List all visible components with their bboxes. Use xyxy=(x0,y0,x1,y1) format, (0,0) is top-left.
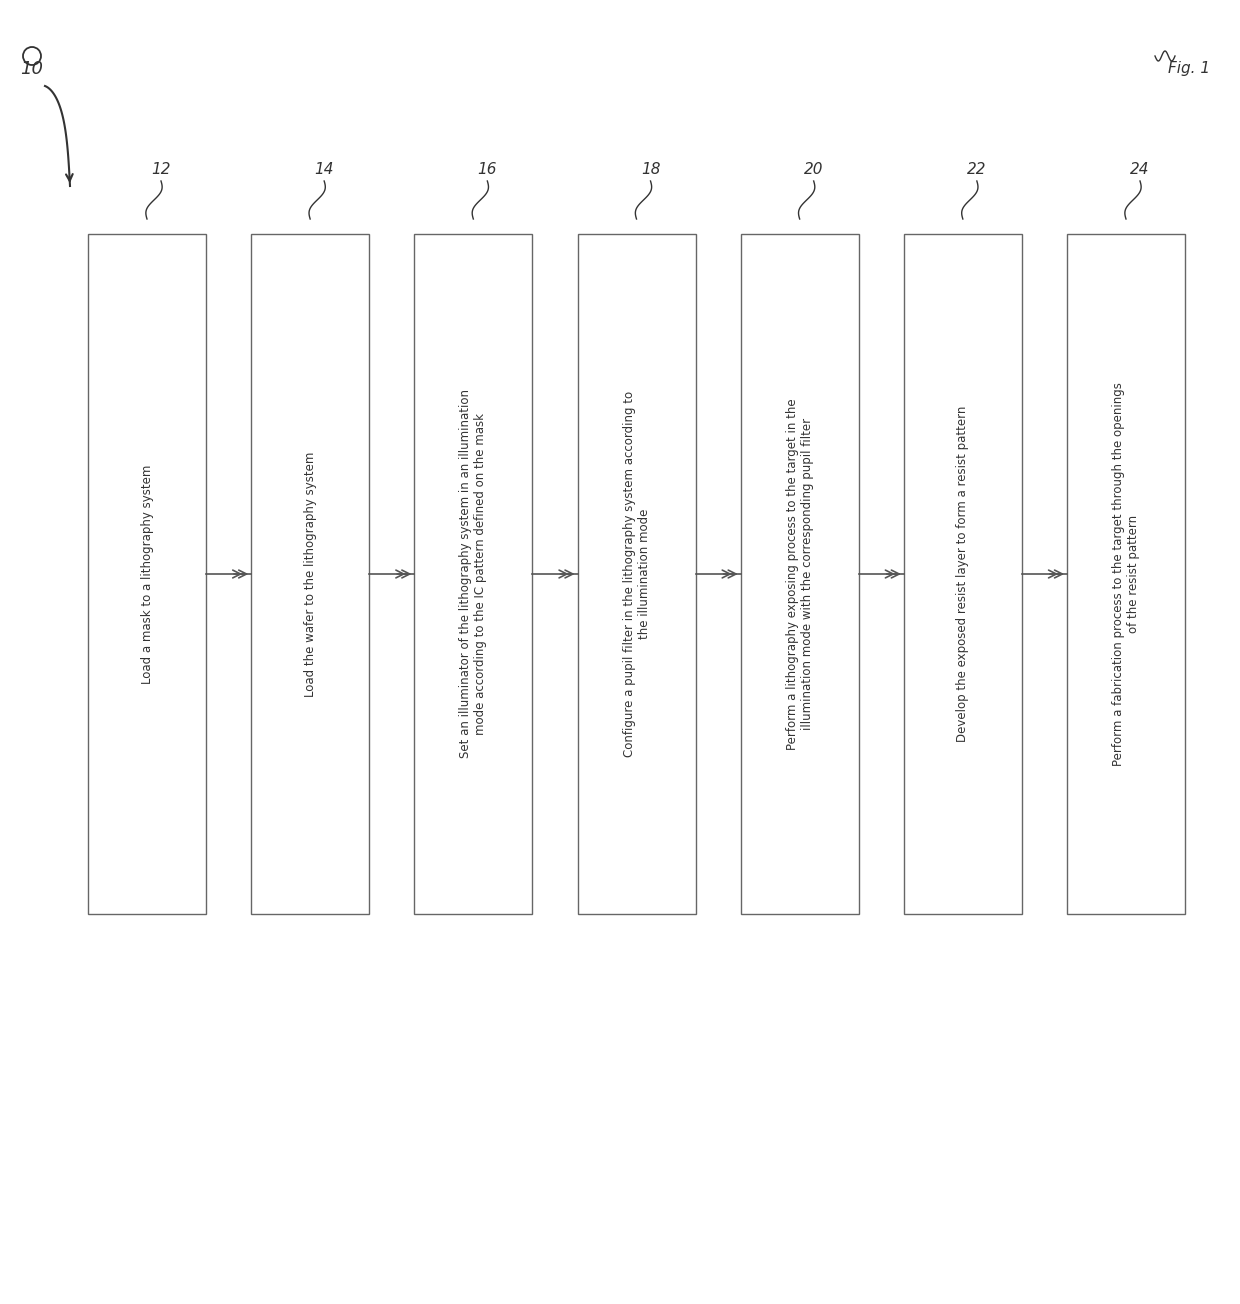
Text: 18: 18 xyxy=(641,162,660,176)
Text: Load the wafer to the lithography system: Load the wafer to the lithography system xyxy=(304,451,316,696)
Text: Set an illuminator of the lithography system in an illumination
mode according t: Set an illuminator of the lithography sy… xyxy=(459,390,487,759)
Bar xyxy=(1066,233,1185,914)
Text: Configure a pupil filter in the lithography system according to
the illumination: Configure a pupil filter in the lithogra… xyxy=(622,391,651,758)
Bar xyxy=(904,233,1022,914)
Text: 12: 12 xyxy=(151,162,171,176)
Text: 16: 16 xyxy=(477,162,497,176)
Bar xyxy=(578,233,696,914)
Bar xyxy=(740,233,858,914)
Text: Load a mask to a lithography system: Load a mask to a lithography system xyxy=(140,464,154,683)
Text: 14: 14 xyxy=(315,162,334,176)
Text: Fig. 1: Fig. 1 xyxy=(1168,61,1210,77)
Bar xyxy=(88,233,206,914)
Text: 20: 20 xyxy=(804,162,823,176)
Text: 10: 10 xyxy=(21,60,43,78)
Text: Develop the exposed resist layer to form a resist pattern: Develop the exposed resist layer to form… xyxy=(956,406,970,742)
Text: 24: 24 xyxy=(1130,162,1149,176)
Bar xyxy=(252,233,370,914)
Text: 22: 22 xyxy=(967,162,987,176)
Bar xyxy=(414,233,532,914)
Text: Perform a lithography exposing process to the target in the
illumination mode wi: Perform a lithography exposing process t… xyxy=(786,398,813,750)
Text: Perform a fabrication process to the target through the openings
of the resist p: Perform a fabrication process to the tar… xyxy=(1112,382,1140,765)
